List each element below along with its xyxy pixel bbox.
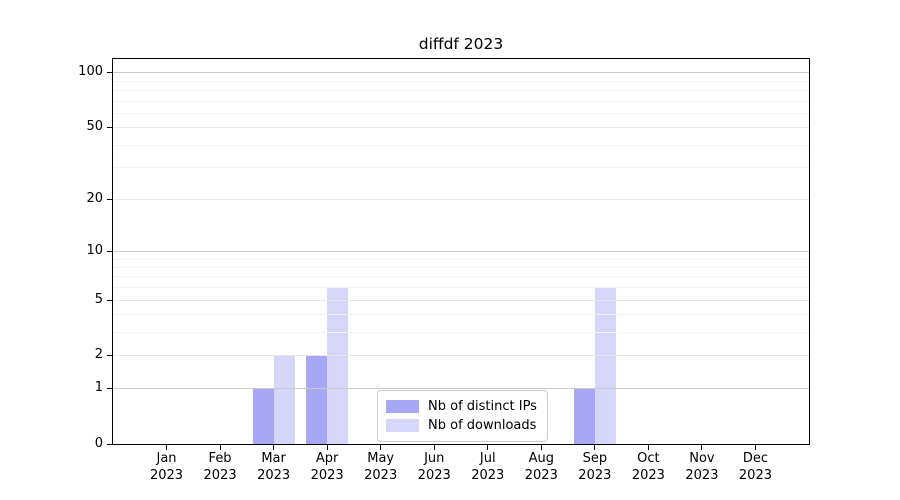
y-tick-2 bbox=[107, 355, 112, 357]
x-tick-label-may-2023: May 2023 bbox=[364, 451, 398, 483]
x-tick-label-mar-2023: Mar 2023 bbox=[257, 451, 291, 483]
bar-nb-of-distinct-ips-apr-2023 bbox=[306, 355, 328, 444]
bar-nb-of-distinct-ips-mar-2023 bbox=[252, 388, 274, 444]
gridline-minor-30 bbox=[113, 167, 809, 169]
bar-nb-of-downloads-mar-2023 bbox=[273, 355, 295, 444]
y-tick-label-5: 5 bbox=[94, 291, 103, 307]
gridline-minor-60 bbox=[113, 112, 809, 114]
x-tick-may-2023 bbox=[380, 445, 382, 450]
x-tick-jul-2023 bbox=[487, 445, 489, 450]
gridline-major-100 bbox=[113, 72, 809, 74]
x-tick-mar-2023 bbox=[273, 445, 275, 450]
bar-nb-of-downloads-apr-2023 bbox=[327, 287, 349, 444]
x-tick-label-aug-2023: Aug 2023 bbox=[524, 451, 558, 483]
x-tick-nov-2023 bbox=[701, 445, 703, 450]
gridline-minor-7 bbox=[113, 276, 809, 278]
y-tick-label-1: 1 bbox=[94, 380, 103, 396]
x-tick-oct-2023 bbox=[647, 445, 649, 450]
x-tick-jun-2023 bbox=[433, 445, 435, 450]
x-tick-label-jan-2023: Jan 2023 bbox=[149, 451, 184, 483]
gridline-major-5 bbox=[113, 299, 809, 301]
gridline-major-10 bbox=[113, 250, 809, 252]
y-tick-label-0: 0 bbox=[94, 436, 103, 451]
legend-item-distinct-ips: Nb of distinct IPs bbox=[386, 397, 537, 416]
gridline-minor-40 bbox=[113, 144, 809, 146]
gridline-minor-8 bbox=[113, 266, 809, 268]
x-tick-feb-2023 bbox=[219, 445, 221, 450]
x-tick-apr-2023 bbox=[326, 445, 328, 450]
x-tick-label-dec-2023: Dec 2023 bbox=[738, 451, 772, 483]
y-tick-5 bbox=[107, 299, 112, 301]
gridline-minor-6 bbox=[113, 287, 809, 289]
legend-swatch-downloads bbox=[386, 419, 419, 432]
x-tick-label-apr-2023: Apr 2023 bbox=[310, 451, 344, 483]
x-tick-jan-2023 bbox=[166, 445, 168, 450]
bar-nb-of-downloads-sep-2023 bbox=[594, 287, 616, 444]
legend-label-downloads: Nb of downloads bbox=[428, 418, 537, 433]
plot-area: Nb of distinct IPs Nb of downloads bbox=[112, 58, 810, 445]
y-tick-label-2: 2 bbox=[94, 347, 103, 363]
x-tick-dec-2023 bbox=[754, 445, 756, 450]
y-tick-label-10: 10 bbox=[86, 242, 103, 258]
x-tick-label-nov-2023: Nov 2023 bbox=[685, 451, 719, 483]
gridline-minor-3 bbox=[113, 332, 809, 334]
y-tick-label-50: 50 bbox=[86, 119, 103, 135]
gridline-major-1 bbox=[113, 388, 809, 390]
y-tick-50 bbox=[107, 127, 112, 129]
x-tick-aug-2023 bbox=[540, 445, 542, 450]
x-tick-label-sep-2023: Sep 2023 bbox=[578, 451, 612, 483]
legend-item-downloads: Nb of downloads bbox=[386, 416, 537, 435]
gridline-minor-70 bbox=[113, 100, 809, 102]
chart-title: diffdf 2023 bbox=[418, 35, 504, 53]
y-tick-10 bbox=[107, 250, 112, 252]
gridline-major-50 bbox=[113, 127, 809, 129]
y-tick-100 bbox=[107, 72, 112, 74]
y-tick-20 bbox=[107, 198, 112, 200]
gridline-minor-4 bbox=[113, 314, 809, 316]
x-tick-label-jul-2023: Jul 2023 bbox=[471, 451, 505, 483]
x-tick-label-oct-2023: Oct 2023 bbox=[631, 451, 665, 483]
gridline-minor-90 bbox=[113, 80, 809, 82]
x-tick-label-feb-2023: Feb 2023 bbox=[203, 451, 237, 483]
legend-label-distinct-ips: Nb of distinct IPs bbox=[428, 399, 537, 414]
gridline-major-20 bbox=[113, 198, 809, 200]
legend: Nb of distinct IPs Nb of downloads bbox=[377, 390, 548, 442]
legend-swatch-distinct-ips bbox=[386, 400, 419, 413]
gridline-minor-9 bbox=[113, 258, 809, 260]
gridline-major-2 bbox=[113, 355, 809, 357]
bar-nb-of-distinct-ips-sep-2023 bbox=[573, 388, 595, 444]
y-tick-label-100: 100 bbox=[78, 64, 103, 80]
y-tick-0 bbox=[107, 444, 112, 445]
x-tick-sep-2023 bbox=[594, 445, 596, 450]
y-tick-label-20: 20 bbox=[86, 190, 103, 206]
x-tick-label-jun-2023: Jun 2023 bbox=[417, 451, 451, 483]
y-tick-1 bbox=[107, 388, 112, 390]
gridline-minor-80 bbox=[113, 89, 809, 91]
